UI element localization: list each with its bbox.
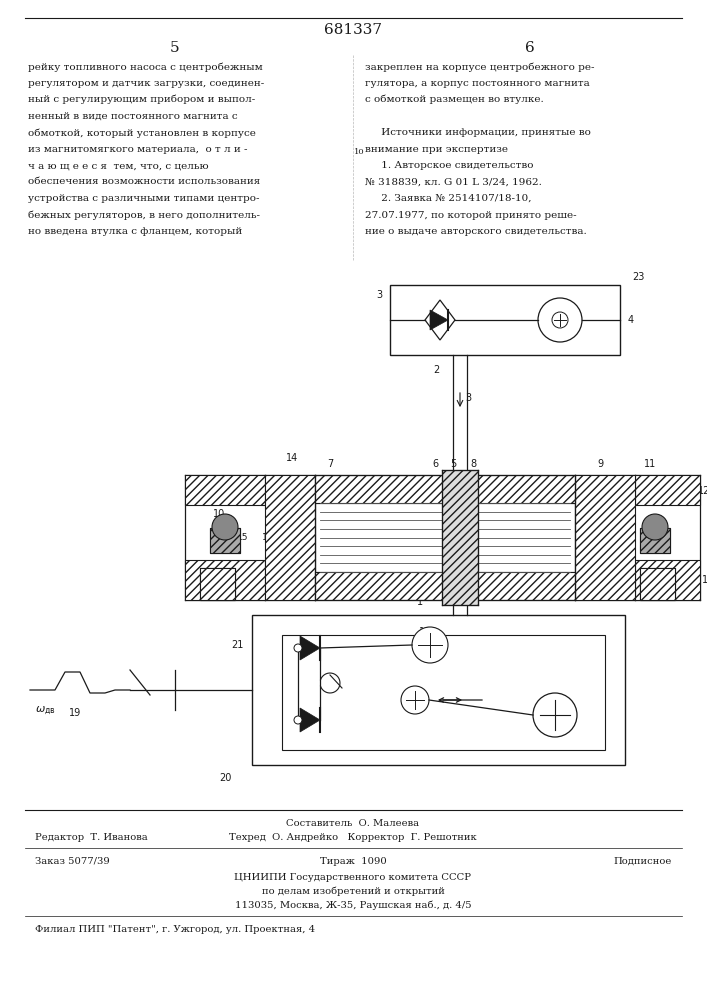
Text: по делам изобретений и открытий: по делам изобретений и открытий: [262, 886, 445, 896]
Text: закреплен на корпусе центробежного ре-: закреплен на корпусе центробежного ре-: [365, 62, 595, 72]
Text: 3: 3: [465, 393, 471, 403]
Text: 12: 12: [698, 486, 707, 496]
Text: обеспечения возможности использования: обеспечения возможности использования: [28, 178, 260, 186]
Text: но введена втулка с фланцем, который: но введена втулка с фланцем, который: [28, 227, 243, 236]
Bar: [640, 528, 670, 553]
Text: 8: 8: [470, 459, 476, 469]
Text: 23: 23: [632, 272, 644, 282]
Polygon shape: [300, 708, 320, 732]
Text: 113035, Москва, Ж-35, Раушская наб., д. 4/5: 113035, Москва, Ж-35, Раушская наб., д. …: [235, 900, 472, 910]
Circle shape: [212, 514, 238, 540]
Bar: [640, 568, 675, 600]
Bar: [315, 475, 575, 503]
Text: 1: 1: [417, 597, 423, 607]
Text: ние о выдаче авторского свидетельства.: ние о выдаче авторского свидетельства.: [365, 227, 587, 236]
Bar: [315, 572, 575, 600]
Bar: [315, 503, 575, 572]
Circle shape: [538, 298, 582, 342]
Text: 13: 13: [702, 575, 707, 585]
Text: 2: 2: [434, 365, 440, 375]
Text: 2. Заявка № 2514107/18-10,: 2. Заявка № 2514107/18-10,: [365, 194, 532, 203]
Text: бежных регуляторов, в него дополнитель-: бежных регуляторов, в него дополнитель-: [28, 211, 260, 220]
Bar: [640, 528, 670, 553]
Text: 20: 20: [218, 773, 231, 783]
Bar: [442, 470, 478, 605]
Text: Техред  О. Андрейко   Корректор  Г. Решотник: Техред О. Андрейко Корректор Г. Решотник: [229, 834, 477, 842]
Text: h: h: [457, 680, 464, 690]
Bar: [185, 475, 265, 505]
Text: 17: 17: [409, 722, 421, 732]
Text: 11: 11: [644, 459, 656, 469]
Circle shape: [412, 627, 448, 663]
Text: 6: 6: [432, 459, 438, 469]
Text: 19: 19: [69, 708, 81, 718]
Text: 22: 22: [299, 740, 311, 750]
Text: 3: 3: [376, 290, 382, 300]
Circle shape: [401, 686, 429, 714]
Text: $\omega_p$: $\omega_p$: [281, 677, 295, 689]
Text: рейку топливного насоса с центробежным: рейку топливного насоса с центробежным: [28, 62, 263, 72]
Bar: [635, 475, 700, 505]
Bar: [640, 568, 675, 600]
Bar: [390, 285, 620, 355]
Text: 681337: 681337: [324, 23, 382, 37]
Text: Подписное: Подписное: [614, 856, 672, 865]
Text: Источники информации, принятые во: Источники информации, принятые во: [365, 128, 591, 137]
Text: 16: 16: [262, 532, 274, 542]
Text: устройства с различными типами центро-: устройства с различными типами центро-: [28, 194, 259, 203]
Bar: [200, 568, 235, 600]
Bar: [265, 475, 315, 600]
Text: с обмоткой размещен во втулке.: с обмоткой размещен во втулке.: [365, 95, 544, 104]
Polygon shape: [430, 310, 448, 330]
Text: из магнитомягкого материала,  о т л и -: из магнитомягкого материала, о т л и -: [28, 144, 247, 153]
Text: Составитель  О. Малеева: Составитель О. Малеева: [286, 820, 419, 828]
Text: 18: 18: [544, 740, 556, 750]
Text: 5: 5: [170, 41, 180, 55]
Polygon shape: [425, 300, 455, 340]
Bar: [252, 615, 625, 765]
Bar: [185, 560, 265, 600]
Text: ЦНИИПИ Государственного комитета СССР: ЦНИИПИ Государственного комитета СССР: [235, 872, 472, 882]
Bar: [200, 568, 235, 600]
Circle shape: [294, 716, 302, 724]
Text: Заказ 5077/39: Заказ 5077/39: [35, 856, 110, 865]
Text: 4: 4: [628, 315, 634, 325]
Text: 21: 21: [232, 640, 244, 650]
Text: 10: 10: [354, 148, 365, 156]
Text: 14: 14: [286, 453, 298, 463]
Text: 16: 16: [419, 627, 431, 637]
Text: $\omega_{\rm дв}$: $\omega_{\rm дв}$: [35, 704, 56, 717]
Text: 10: 10: [213, 509, 225, 519]
Text: № 318839, кл. G 01 L 3/24, 1962.: № 318839, кл. G 01 L 3/24, 1962.: [365, 178, 542, 186]
Text: внимание при экспертизе: внимание при экспертизе: [365, 144, 508, 153]
Text: 27.07.1977, по которой принято реше-: 27.07.1977, по которой принято реше-: [365, 211, 577, 220]
Circle shape: [533, 693, 577, 737]
Text: 9: 9: [597, 459, 603, 469]
Circle shape: [552, 312, 568, 328]
Text: 15: 15: [237, 532, 248, 542]
Circle shape: [294, 644, 302, 652]
Text: гулятора, а корпус постоянного магнита: гулятора, а корпус постоянного магнита: [365, 79, 590, 88]
Text: 1. Авторское свидетельство: 1. Авторское свидетельство: [365, 161, 534, 170]
Text: 5: 5: [450, 459, 456, 469]
Bar: [282, 635, 605, 750]
Text: 6: 6: [525, 41, 535, 55]
Text: 7: 7: [327, 459, 333, 469]
Text: ный с регулирующим прибором и выпол-: ный с регулирующим прибором и выпол-: [28, 95, 255, 104]
Text: обмоткой, который установлен в корпусе: обмоткой, который установлен в корпусе: [28, 128, 256, 137]
Bar: [210, 528, 240, 553]
Bar: [575, 475, 635, 600]
Text: Филиал ПИП "Патент", г. Ужгород, ул. Проектная, 4: Филиал ПИП "Патент", г. Ужгород, ул. Про…: [35, 924, 315, 934]
Text: регулятором и датчик загрузки, соединен-: регулятором и датчик загрузки, соединен-: [28, 79, 264, 88]
Bar: [210, 528, 240, 553]
Circle shape: [642, 514, 668, 540]
Text: Тираж  1090: Тираж 1090: [320, 856, 386, 865]
Text: ч а ю щ е е с я  тем, что, с целью: ч а ю щ е е с я тем, что, с целью: [28, 161, 209, 170]
Text: ненный в виде постоянного магнита с: ненный в виде постоянного магнита с: [28, 111, 238, 120]
Polygon shape: [300, 636, 320, 660]
Bar: [635, 560, 700, 600]
Text: Редактор  Т. Иванова: Редактор Т. Иванова: [35, 834, 148, 842]
